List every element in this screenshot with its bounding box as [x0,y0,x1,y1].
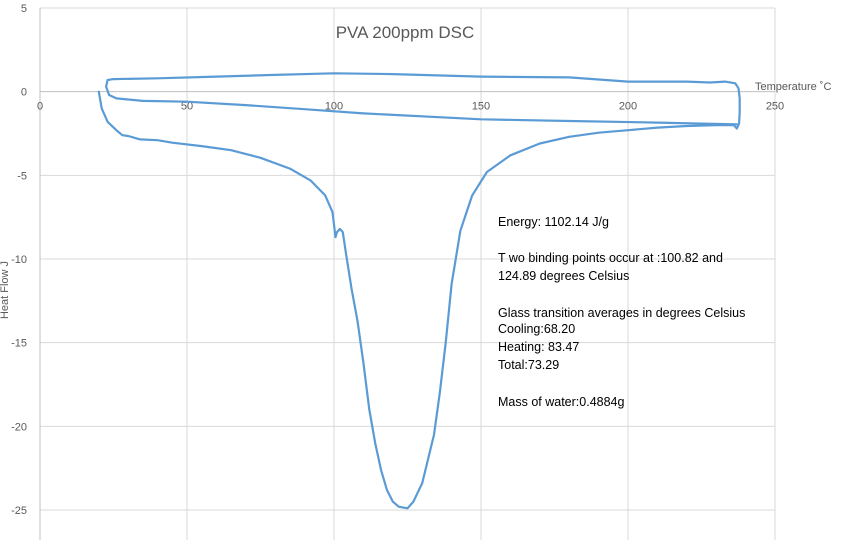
annotation-binding-points-line2: 124.89 degrees Celsius [498,269,629,283]
series-layer [97,72,741,510]
y-tick-label: -20 [11,421,27,433]
y-tick-label: 0 [21,87,27,99]
x-tick-label: 200 [619,101,637,113]
x-tick-label: 150 [472,101,490,113]
y-axis-title: Heat Flow J [0,261,11,319]
annotation-mass-of-water: Mass of water:0.4884g [498,395,625,409]
annotation-energy: Energy: 1102.14 J/g [498,215,609,229]
x-tick-label: 50 [181,101,193,113]
y-tick-label: -10 [11,254,27,266]
grid [39,7,776,540]
y-tick-label: -5 [17,170,27,182]
chart-title: PVA 200ppm DSC [336,23,475,42]
y-axis-ticks: 5 0 -5 -10 -15 -20 -25 [11,3,27,517]
y-tick-label: -15 [11,338,27,350]
annotation-cooling: Cooling:68.20 [498,322,575,336]
y-tick-label: -25 [11,505,27,517]
annotation-glass-transition-heading: Glass transition averages in degrees Cel… [498,306,745,320]
annotation-binding-points-line1: T wo binding points occur at :100.82 and [498,251,723,265]
x-axis-ticks: 0 50 100 150 200 250 [37,101,784,113]
x-tick-label: 0 [37,101,43,113]
x-tick-label: 100 [325,101,343,113]
annotation-total: Total:73.29 [498,358,559,372]
annotation-heating: Heating: 83.47 [498,340,579,354]
y-tick-label: 5 [21,3,27,15]
x-tick-label: 250 [766,101,784,113]
annotation-box: Energy: 1102.14 J/g T wo binding points … [498,215,745,409]
heat-flow-series-line [97,72,741,510]
x-axis-title: Temperature ˚C [755,81,831,93]
